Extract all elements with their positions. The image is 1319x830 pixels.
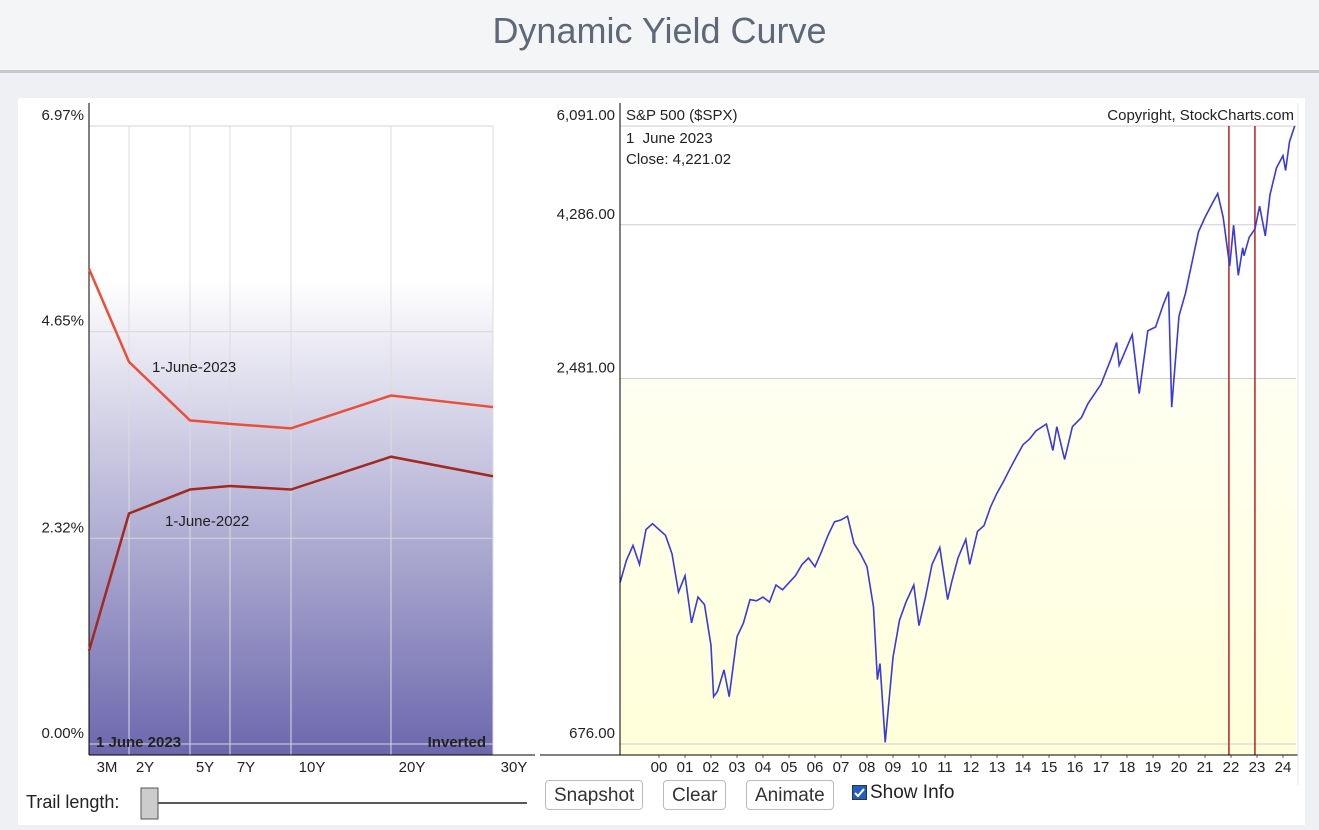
plot-background (620, 378, 1296, 755)
x-tick-label: 02 (703, 759, 720, 776)
x-tick-label: 24 (1275, 759, 1292, 776)
y-tick-label: 0.00% (41, 725, 84, 742)
page-title: Dynamic Yield Curve (492, 10, 827, 51)
x-tick-label: 03 (729, 759, 746, 776)
x-tick-label: 30Y (501, 759, 528, 776)
x-tick-label: 12 (963, 759, 980, 776)
x-tick-label: 20 (1171, 759, 1188, 776)
x-tick-label: 7Y (237, 759, 255, 776)
copyright: Copyright, StockCharts.com (1107, 107, 1294, 124)
x-tick-label: 19 (1145, 759, 1162, 776)
x-tick-label: 09 (885, 759, 902, 776)
y-tick-label: 2.32% (41, 519, 84, 536)
x-tick-label: 23 (1249, 759, 1266, 776)
info-close: Close: 4,221.02 (626, 151, 731, 168)
y-tick-label: 6.97% (41, 107, 84, 124)
x-tick-label: 11 (937, 759, 953, 776)
legend-label: S&P 500 ($SPX) (626, 107, 737, 124)
x-tick-label: 17 (1093, 759, 1110, 776)
x-tick-label: 18 (1119, 759, 1136, 776)
status-label: Inverted (428, 734, 486, 751)
x-tick-label: 04 (755, 759, 772, 776)
header: Dynamic Yield Curve (0, 0, 1319, 73)
x-tick-label: 01 (677, 759, 694, 776)
x-tick-label: 10Y (299, 759, 326, 776)
clear-button[interactable]: Clear (663, 780, 727, 810)
x-tick-label: 10 (911, 759, 928, 776)
y-tick-label: 4.65% (41, 313, 84, 330)
snapshot-button[interactable]: Snapshot (545, 780, 644, 810)
x-tick-label: 08 (859, 759, 876, 776)
x-tick-label: 20Y (399, 759, 426, 776)
x-tick-label: 21 (1197, 759, 1214, 776)
yield-line (87, 455, 494, 652)
x-tick-label: 3M (97, 759, 118, 776)
x-tick-label: 00 (651, 759, 668, 776)
x-tick-label: 07 (833, 759, 850, 776)
animate-button[interactable]: Animate (746, 780, 834, 810)
series-label: 1-June-2023 (152, 359, 236, 376)
y-tick-label: 6,091.00 (557, 107, 615, 124)
x-tick-label: 16 (1067, 759, 1084, 776)
y-tick-label: 2,481.00 (557, 359, 615, 376)
y-tick-label: 4,286.00 (557, 206, 615, 223)
x-tick-label: 06 (807, 759, 824, 776)
x-tick-label: 2Y (136, 759, 154, 776)
series-label: 1-June-2022 (165, 513, 249, 530)
x-tick-label: 05 (781, 759, 798, 776)
x-tick-label: 13 (989, 759, 1006, 776)
x-tick-label: 5Y (196, 759, 214, 776)
show-info-checkbox[interactable] (852, 785, 867, 800)
trail-label: Trail length: (26, 792, 120, 812)
price-line (619, 125, 1296, 743)
yield-line (87, 268, 494, 430)
info-date: 1 June 2023 (626, 130, 713, 147)
x-tick-label: 14 (1015, 759, 1032, 776)
x-tick-label: 22 (1223, 759, 1240, 776)
slider-handle[interactable] (140, 787, 159, 820)
date-label: 1 June 2023 (96, 734, 181, 751)
y-tick-label: 676.00 (569, 725, 615, 742)
show-info-label[interactable]: Show Info (870, 782, 955, 803)
x-tick-label: 15 (1041, 759, 1058, 776)
